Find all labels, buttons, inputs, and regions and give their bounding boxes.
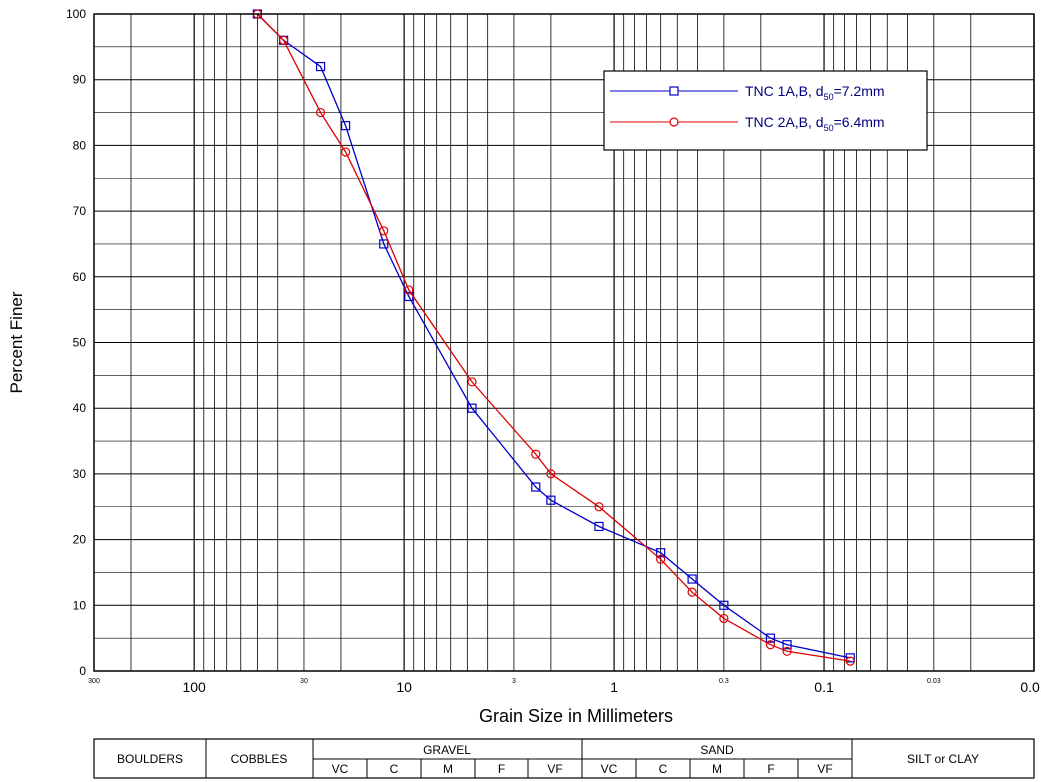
series-2-point <box>404 285 414 295</box>
series-1-point <box>594 521 604 532</box>
sand-sub-label: C <box>659 762 668 776</box>
series-2-point <box>531 449 541 459</box>
y-tick-label: 100 <box>66 7 86 21</box>
sand-sub-label: VF <box>817 762 832 776</box>
class-sand: SAND <box>700 743 734 757</box>
series-1-point <box>845 653 855 663</box>
x-axis-label: Grain Size in Millimeters <box>479 706 673 726</box>
series-2-point <box>765 640 776 650</box>
legend: TNC 1A,B, d50=7.2mm TNC 2A,B, d50=6.4mm <box>603 70 928 151</box>
series-1-point <box>719 600 729 610</box>
gravel-sub-label: VF <box>547 762 562 776</box>
legend-label-series-1-sub: 50 <box>824 92 834 102</box>
gravel-sub-labels: VC C M F VF <box>332 762 563 776</box>
series-2-point <box>341 147 351 157</box>
y-tick-label: 80 <box>73 138 87 152</box>
series-1-point <box>546 495 556 505</box>
y-tick-label: 50 <box>73 336 87 350</box>
series-2-point <box>467 377 477 387</box>
x-minor-tick-label: 30 <box>300 678 308 685</box>
series-2-point <box>279 35 289 45</box>
y-axis-label: Percent Finer <box>7 291 26 393</box>
legend-label-series-1-tail: =7.2mm <box>834 83 885 99</box>
legend-box <box>603 70 928 151</box>
x-tick-label: 100 <box>182 679 206 695</box>
series-2-point <box>379 226 389 236</box>
sand-sub-label: VC <box>601 762 618 776</box>
x-tick-label: 0.01 <box>1020 679 1041 695</box>
x-tick-label: 0.1 <box>814 679 834 695</box>
sand-sub-label: M <box>712 762 722 776</box>
plot-frame <box>93 13 1035 672</box>
legend-label-series-2-sub: 50 <box>824 123 834 133</box>
legend-label-series-2-main: TNC 2A,B, d <box>745 114 824 130</box>
series-1-point <box>782 640 792 650</box>
sand-sub-labels: VC C M F VF <box>601 762 833 776</box>
series-2-point <box>546 469 556 479</box>
legend-label-series-1: TNC 1A,B, d50=7.2mm <box>745 83 885 102</box>
y-tick-label: 90 <box>73 73 87 87</box>
legend-label-series-1-main: TNC 1A,B, d <box>745 83 824 99</box>
x-minor-tick-label: 0.3 <box>719 678 729 685</box>
series-1-line <box>256 13 851 659</box>
gravel-sub-label: VC <box>332 762 349 776</box>
class-gravel: GRAVEL <box>423 743 471 757</box>
series-1-point <box>379 239 389 249</box>
x-minor-tick-label: 3 <box>512 678 516 685</box>
legend-label-series-2-tail: =6.4mm <box>834 114 885 130</box>
y-tick-label: 40 <box>73 401 87 415</box>
class-silt-clay: SILT or CLAY <box>907 752 979 766</box>
y-tick-label: 0 <box>79 664 86 678</box>
x-tick-label: 10 <box>396 679 412 695</box>
y-tick-label: 60 <box>73 270 87 284</box>
series-2-point <box>315 107 326 118</box>
y-tick-label: 70 <box>73 204 87 218</box>
x-tick-label: 1 <box>610 679 618 695</box>
y-tick-label: 10 <box>73 598 87 612</box>
series-2-point <box>656 554 666 564</box>
x-minor-tick-label: 300 <box>88 678 100 685</box>
series-1-point <box>765 633 776 643</box>
series-1-point <box>687 574 697 584</box>
class-boulders: BOULDERS <box>117 752 183 766</box>
soil-classification-table: BOULDERS COBBLES GRAVEL SAND SILT or CLA… <box>93 738 1035 779</box>
x-tick-labels: 100 10 1 0.1 0.01 300 30 3 0.3 0.03 <box>88 678 1041 695</box>
sub-dividers <box>366 759 799 778</box>
series-2-point <box>687 587 697 597</box>
series-2-line <box>256 13 851 662</box>
y-tick-label: 30 <box>73 467 87 481</box>
series-1-point <box>656 548 666 558</box>
gravel-sub-label: F <box>498 762 505 776</box>
legend-marker-series-2 <box>669 117 679 127</box>
series-1-point <box>341 121 351 131</box>
legend-marker-series-1 <box>669 86 679 96</box>
sand-sub-label: F <box>767 762 774 776</box>
gravel-sub-label: M <box>443 762 453 776</box>
series-2-point <box>594 502 604 512</box>
legend-label-series-2: TNC 2A,B, d50=6.4mm <box>745 114 885 133</box>
gravel-sub-label: C <box>390 762 399 776</box>
y-tick-labels: 0 10 20 30 40 50 60 70 80 90 100 <box>66 7 86 678</box>
x-minor-tick-label: 0.03 <box>927 678 941 685</box>
series-1-point <box>531 482 541 492</box>
series-2-point <box>845 656 855 666</box>
series-1-point <box>467 403 477 413</box>
y-tick-label: 20 <box>73 533 87 547</box>
series-1-point <box>315 61 326 72</box>
series-2-point <box>719 613 729 624</box>
series-2-point <box>782 646 792 656</box>
class-cobbles: COBBLES <box>231 752 288 766</box>
